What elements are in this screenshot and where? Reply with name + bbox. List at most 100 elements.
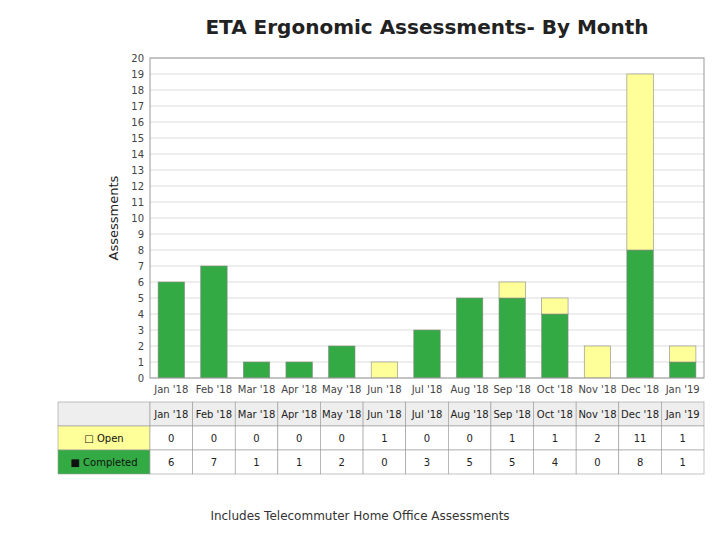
table-header-cell	[406, 402, 449, 426]
bar	[371, 362, 397, 378]
table-row-label-cell	[58, 426, 150, 450]
x-tick-label: Nov '18	[578, 384, 616, 395]
footer-note: Includes Telecommuter Home Office Assess…	[210, 509, 509, 523]
x-tick-label: Aug '18	[451, 384, 489, 395]
grid-line	[150, 122, 704, 123]
data-table: Jan '18Feb '18Mar '18Apr '18May '18Jun '…	[58, 402, 704, 474]
bar	[329, 346, 355, 378]
table-value: 7	[211, 457, 217, 468]
table-header-text: Jun '18	[366, 409, 401, 420]
bar	[201, 266, 227, 267]
chart: ETA Ergonomic Assessments- By Month01234…	[0, 0, 720, 540]
table-cell	[193, 450, 236, 474]
table-header-text: May '18	[322, 409, 361, 420]
table-cell	[278, 426, 321, 450]
table-cell	[320, 450, 363, 474]
x-tick-label: Sep '18	[493, 384, 531, 395]
table-header-cell	[150, 402, 193, 426]
table-value: 1	[680, 433, 686, 444]
table-value: 1	[296, 457, 302, 468]
y-tick-label: 11	[131, 197, 144, 208]
bar	[499, 282, 525, 298]
table-value: 8	[637, 457, 643, 468]
table-header-cell	[363, 402, 406, 426]
table-cell	[619, 450, 662, 474]
table-cell	[278, 450, 321, 474]
table-value: 5	[466, 457, 472, 468]
table-cell	[491, 426, 534, 450]
table-value: 0	[211, 433, 217, 444]
table-cell	[363, 450, 406, 474]
table-header-text: Jan '18	[153, 409, 188, 420]
y-tick-label: 15	[131, 133, 144, 144]
y-tick-label: 3	[138, 325, 144, 336]
grid-line	[150, 154, 704, 155]
y-tick-label: 17	[131, 101, 144, 112]
x-tick-label: Jan '19	[665, 384, 700, 395]
y-tick-label: 19	[131, 69, 144, 80]
bar	[286, 362, 312, 378]
grid-line	[150, 298, 704, 299]
bar	[201, 266, 227, 378]
table-header-text: Mar '18	[238, 409, 276, 420]
y-tick-label: 8	[138, 245, 144, 256]
grid-line	[150, 250, 704, 251]
bar	[584, 346, 610, 378]
grid-line	[150, 74, 704, 75]
table-header-text: Oct '18	[537, 409, 573, 420]
table-header-cell	[235, 402, 278, 426]
x-tick-label: Jul '18	[411, 384, 443, 395]
table-value: 0	[424, 433, 430, 444]
bar	[542, 298, 568, 314]
table-cell	[661, 426, 704, 450]
y-tick-label: 16	[131, 117, 144, 128]
table-header-text: Apr '18	[281, 409, 317, 420]
bar	[158, 282, 184, 283]
grid-line	[150, 282, 704, 283]
table-row-label: □ Open	[84, 433, 123, 444]
table-cell	[534, 450, 577, 474]
y-tick-label: 4	[138, 309, 144, 320]
table-cell	[235, 450, 278, 474]
table-value: 1	[680, 457, 686, 468]
grid-line	[150, 106, 704, 107]
table-corner	[58, 402, 150, 426]
table-cell	[448, 450, 491, 474]
table-value: 0	[339, 433, 345, 444]
y-tick-label: 1	[138, 357, 144, 368]
table-header-text: Jul '18	[411, 409, 443, 420]
table-value: 1	[253, 457, 259, 468]
bar	[456, 298, 482, 378]
grid-line	[150, 266, 704, 267]
table-header-cell	[491, 402, 534, 426]
table-value: 0	[168, 433, 174, 444]
bar	[286, 362, 312, 363]
y-tick-label: 5	[138, 293, 144, 304]
table-header-cell	[576, 402, 619, 426]
table-header-cell	[619, 402, 662, 426]
bar	[243, 362, 269, 378]
table-cell	[406, 450, 449, 474]
y-tick-label: 12	[131, 181, 144, 192]
plot-frame	[150, 58, 704, 378]
bar	[414, 330, 440, 331]
bar	[627, 74, 653, 250]
y-tick-label: 6	[138, 277, 144, 288]
grid-line	[150, 170, 704, 171]
table-cell	[576, 426, 619, 450]
y-tick-label: 13	[131, 165, 144, 176]
bar	[158, 282, 184, 378]
table-cell	[448, 426, 491, 450]
table-header-cell	[661, 402, 704, 426]
table-value: 0	[594, 457, 600, 468]
table-cell	[193, 426, 236, 450]
table-row-label-cell	[58, 450, 150, 474]
bar	[542, 314, 568, 378]
x-tick-label: Oct '18	[537, 384, 573, 395]
table-header-text: Jan '19	[665, 409, 700, 420]
bar	[499, 298, 525, 378]
table-value: 2	[339, 457, 345, 468]
x-tick-label: Feb '18	[196, 384, 232, 395]
grid-line	[150, 234, 704, 235]
x-tick-label: Jan '18	[153, 384, 188, 395]
